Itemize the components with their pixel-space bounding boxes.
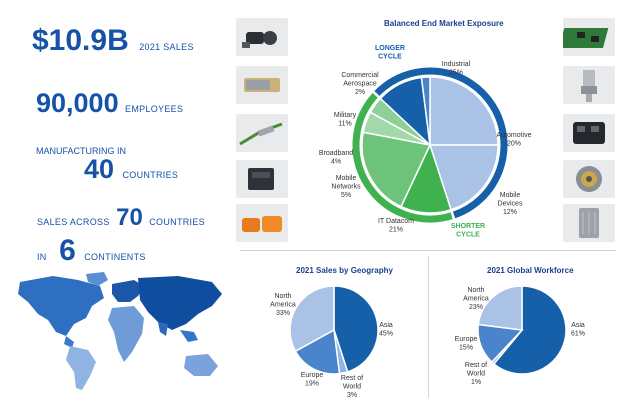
continents-stat: IN 6 CONTINENTS (37, 234, 146, 268)
circuit-board-icon (563, 18, 615, 56)
sfp-module-icon (236, 66, 288, 104)
end-market-slice-automotive (428, 144, 499, 211)
geography-slice-europe (294, 328, 341, 375)
end-market-label-broadband: Broadband 4% (319, 150, 353, 166)
shorter-cycle-label: SHORTER CYCLE (451, 223, 485, 239)
central-america-shape (64, 336, 74, 348)
continents-value: 6 (59, 234, 76, 267)
end-market-label-automotive: Automotive 20% (496, 132, 531, 148)
sales-across-label: SALES ACROSS (37, 217, 110, 227)
geography-slice-north-america (289, 285, 335, 353)
europe-shape (112, 280, 144, 302)
sales-countries-label: COUNTRIES (149, 217, 205, 227)
longer-cycle-label: LONGER CYCLE (375, 45, 405, 61)
orange-connector-icon (236, 204, 288, 242)
end-market-label-commercial-aerospace: Commercial Aerospace 2% (341, 72, 379, 96)
workforce-label-rest-of-world: Rest of World 1% (465, 362, 487, 386)
end-market-label-mobile-devices: Mobile Devices 12% (498, 192, 523, 216)
geography-label-asia: Asia 45% (379, 322, 393, 338)
manufacturing-label: MANUFACTURING IN (36, 146, 126, 156)
south-america-shape (66, 346, 96, 390)
automotive-connector-icon (563, 114, 615, 152)
sales-label: 2021 SALES (139, 42, 194, 52)
southeast-asia-shape (180, 330, 198, 342)
end-market-label-it-datacom: IT Datacom 21% (378, 218, 414, 234)
longer-cycle-ring (374, 67, 508, 219)
workforce-label-asia: Asia 61% (571, 322, 585, 338)
gray-enclosure-icon (563, 204, 615, 242)
in-label: IN (37, 252, 47, 262)
greenland-shape (86, 272, 108, 286)
workforce-label-europe: Europe 15% (455, 336, 478, 352)
chart-labels: Industrial 25% Automotive 20% Mobile Devices 1… (270, 45, 585, 399)
geography-pie (289, 285, 379, 375)
sales-value: $10.9B (32, 24, 129, 57)
horizontal-divider (240, 250, 616, 251)
end-market-slice-industrial (429, 76, 499, 146)
india-shape (158, 322, 168, 336)
end-market-label-industrial: Industrial 25% (442, 61, 471, 77)
shorter-cycle-ring (352, 92, 453, 223)
workforce-slice-north-america (477, 285, 523, 331)
workforce-pie (477, 285, 567, 375)
workforce-slice-asia (492, 285, 567, 375)
geography-chart-title: 2021 Sales by Geography (296, 266, 393, 275)
wire-terminal-icon (236, 114, 288, 152)
sales-stat: $10.9B 2021 SALES (32, 24, 194, 58)
africa-shape (108, 306, 144, 362)
vertical-divider (428, 256, 429, 398)
round-sensor-icon (563, 160, 615, 198)
geography-label-north-america: North America 33% (270, 293, 296, 317)
end-market-chart-title: Balanced End Market Exposure (384, 19, 504, 28)
geography-label-rest-of-world: Rest of World 3% (341, 375, 363, 399)
end-market-slice-it-datacom (361, 131, 432, 208)
pressure-sensor-icon (563, 66, 615, 104)
workforce-chart-title: 2021 Global Workforce (487, 266, 574, 275)
countries-label: COUNTRIES (122, 170, 179, 180)
asia-shape (138, 276, 222, 330)
employees-stat: 90,000 EMPLOYEES (36, 88, 183, 119)
countries-value: 40 (84, 154, 115, 184)
world-map-icon (18, 272, 222, 390)
australia-shape (184, 354, 218, 376)
geography-label-europe: Europe 19% (301, 372, 324, 388)
sales-across-stat: SALES ACROSS 70 COUNTRIES (37, 204, 205, 232)
end-market-label-military: Military 11% (334, 112, 357, 128)
continents-label: CONTINENTS (84, 252, 146, 262)
sales-countries-value: 70 (116, 204, 143, 231)
employees-value: 90,000 (36, 88, 119, 118)
connector-icon (236, 18, 288, 56)
countries-stat: 40 COUNTRIES (84, 154, 178, 185)
end-market-slice-commercial-aerospace (420, 76, 431, 146)
north-america-shape (18, 276, 104, 336)
relay-icon (236, 160, 288, 198)
employees-label: EMPLOYEES (125, 104, 184, 114)
geography-slice-asia (333, 285, 379, 373)
end-market-label-mobile-networks: Mobile Networks 5% (331, 175, 361, 199)
workforce-label-north-america: North America 23% (463, 287, 489, 311)
end-market-pie (361, 76, 499, 214)
